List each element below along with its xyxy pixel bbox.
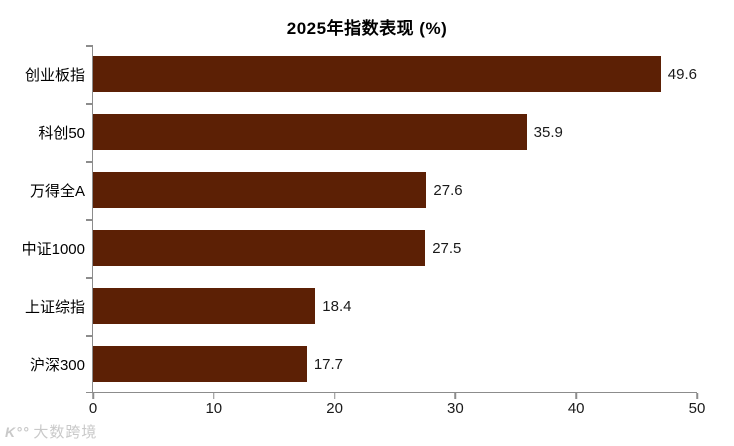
y-axis-tick: [86, 335, 92, 337]
x-tick-label: 40: [567, 400, 585, 417]
category-label: 中证1000: [21, 240, 85, 258]
bar-row: 中证1000 27.5: [22, 219, 697, 277]
watermark-logo-icon: K°°: [5, 424, 30, 440]
x-tick-label: 10: [205, 400, 223, 417]
y-axis-tick: [86, 219, 92, 221]
value-label: 27.6: [433, 181, 463, 199]
x-axis-tick: [575, 393, 577, 399]
x-axis-tick: [333, 393, 336, 399]
y-axis-tick: [86, 45, 92, 47]
watermark-text: 大数跨境: [33, 424, 98, 441]
x-axis-tick: [213, 393, 215, 399]
value-label: 17.7: [313, 355, 344, 373]
category-label: 上证综指: [24, 298, 85, 316]
bar: [93, 114, 527, 150]
y-axis-tick: [86, 391, 92, 393]
chart-title: 2025年指数表现 (%): [286, 19, 448, 38]
category-label: 沪深300: [29, 356, 85, 374]
category-label: 万得全A: [29, 182, 85, 200]
y-axis-tick: [86, 103, 92, 105]
bar-row: 上证综指 18.4: [25, 277, 697, 335]
bar-row: 万得全A 27.6: [30, 161, 697, 219]
bar: [93, 346, 307, 382]
y-axis-tick: [86, 161, 92, 163]
plot-area: 创业板指 49.6 科创50 35.9 万得全A 27.6 中证1000 27.5 上证综指 18…: [22, 45, 705, 417]
value-label: 27.5: [432, 239, 462, 257]
bar: [93, 288, 316, 324]
x-tick-label: 50: [688, 400, 706, 417]
x-axis-tick: [92, 393, 94, 399]
bar: [93, 230, 426, 266]
bar: [93, 172, 427, 208]
bar-row: 科创50 35.9: [38, 103, 697, 161]
value-label: 35.9: [533, 123, 563, 141]
watermark: K°° 大数跨境: [5, 421, 97, 442]
bar-row: 沪深300 17.7: [30, 335, 697, 393]
category-label: 科创50: [38, 124, 85, 142]
bar: [93, 56, 661, 92]
value-label: 18.4: [322, 297, 352, 315]
value-label: 49.6: [667, 65, 697, 83]
x-axis-tick: [696, 393, 698, 399]
x-tick-label: 0: [88, 400, 98, 417]
x-axis-tick: [454, 393, 457, 399]
x-tick-label: 20: [326, 400, 343, 417]
y-axis-tick: [86, 277, 92, 279]
bar-row: 创业板指 49.6: [25, 45, 697, 103]
category-label: 创业板指: [24, 66, 85, 84]
x-tick-label: 30: [447, 400, 464, 417]
